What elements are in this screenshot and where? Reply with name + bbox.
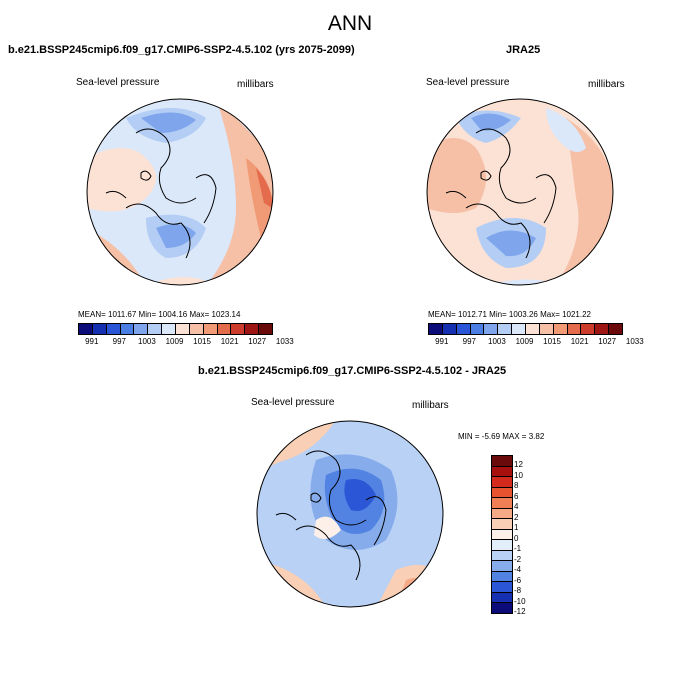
colorbar-swatch: [79, 324, 93, 334]
panel-1-title: b.e21.BSSP245cmip6.f09_g17.CMIP6-SSP2-4.…: [8, 44, 355, 56]
colorbar-swatch: [498, 324, 513, 334]
colorbar-tick-label: 2: [514, 512, 519, 522]
colorbar-tick-label: 1003: [488, 337, 506, 346]
colorbar-tick-label: -10: [514, 596, 526, 606]
colorbar-swatch: [492, 571, 512, 583]
colorbar-swatch: [492, 456, 512, 467]
colorbar-swatch: [492, 603, 512, 613]
colorbar-tick-label: 6: [514, 491, 519, 501]
panel-2-title: JRA25: [506, 44, 541, 56]
colorbar-tick-label: 1009: [515, 337, 534, 346]
colorbar-tick-label: 1021: [220, 337, 239, 346]
colorbar-swatch: [484, 324, 499, 334]
colorbar-swatch: [492, 466, 512, 478]
panel-1-variable-label: Sea-level pressure: [76, 77, 160, 88]
colorbar-swatch: [492, 508, 512, 520]
colorbar-tick-label: 1033: [625, 337, 644, 346]
colorbar-swatch: [470, 324, 485, 334]
panel-2-units-label: millibars: [588, 79, 625, 90]
panel-3-stats: MIN = -5.69 MAX = 3.82: [458, 432, 545, 441]
panel-1-units-label: millibars: [237, 79, 274, 90]
colorbar-swatch: [492, 477, 512, 488]
colorbar-tick-label: 1015: [543, 337, 561, 346]
colorbar-tick-label: -1: [514, 544, 522, 554]
colorbar-swatch: [120, 324, 135, 334]
colorbar-swatch: [581, 324, 596, 334]
colorbar-swatch: [189, 324, 204, 334]
colorbar-tick-label: 1033: [275, 337, 294, 346]
panel-2-stats: MEAN= 1012.71 Min= 1003.26 Max= 1021.22: [428, 310, 591, 319]
colorbar-tick-label: 10: [514, 470, 523, 480]
panel-1-colorbar: [78, 323, 273, 335]
colorbar-swatch: [492, 540, 512, 551]
colorbar-swatch: [492, 487, 512, 499]
colorbar-swatch: [492, 529, 512, 541]
colorbar-tick-label: 4: [514, 502, 519, 512]
colorbar-tick-label: 991: [435, 337, 449, 346]
colorbar-tick-label: 1027: [248, 337, 267, 346]
colorbar-swatch: [176, 324, 190, 334]
colorbar-tick-label: 997: [112, 337, 127, 346]
colorbar-tick-label: -2: [514, 554, 522, 564]
colorbar-swatch: [492, 519, 512, 530]
colorbar-swatch: [203, 324, 218, 334]
colorbar-tick-label: 0: [514, 533, 519, 543]
panel-2-polar-map: [426, 98, 614, 286]
colorbar-swatch: [492, 592, 512, 604]
colorbar-swatch: [134, 324, 149, 334]
panel-1-stats: MEAN= 1011.67 Min= 1004.16 Max= 1023.14: [78, 310, 241, 319]
panel-3-title: b.e21.BSSP245cmip6.f09_g17.CMIP6-SSP2-4.…: [198, 365, 507, 377]
colorbar-swatch: [148, 324, 163, 334]
colorbar-swatch: [259, 324, 273, 334]
panel-2-colorbar: [428, 323, 623, 335]
main-title: ANN: [327, 12, 373, 35]
colorbar-swatch: [245, 324, 260, 334]
colorbar-tick-label: 1003: [138, 337, 156, 346]
colorbar-swatch: [609, 324, 623, 334]
panel-3-variable-label: Sea-level pressure: [251, 397, 335, 408]
colorbar-swatch: [512, 324, 527, 334]
colorbar-tick-label: 997: [462, 337, 477, 346]
colorbar-tick-label: 12: [514, 460, 523, 470]
colorbar-swatch: [456, 324, 471, 334]
colorbar-tick-label: -12: [514, 607, 526, 616]
colorbar-tick-label: 1021: [570, 337, 589, 346]
colorbar-swatch: [492, 582, 512, 593]
colorbar-tick-label: 1015: [193, 337, 211, 346]
colorbar-swatch: [526, 324, 540, 334]
colorbar-swatch: [553, 324, 568, 334]
panel-2-variable-label: Sea-level pressure: [426, 77, 510, 88]
colorbar-tick-label: 1009: [165, 337, 184, 346]
colorbar-swatch: [231, 324, 246, 334]
colorbar-swatch: [217, 324, 232, 334]
colorbar-tick-label: 991: [85, 337, 99, 346]
colorbar-swatch: [539, 324, 554, 334]
colorbar-swatch: [92, 324, 107, 334]
colorbar-tick-label: -8: [514, 586, 522, 596]
colorbar-tick-label: 8: [514, 481, 519, 491]
colorbar-swatch: [492, 550, 512, 562]
colorbar-swatch: [595, 324, 610, 334]
panel-3-polar-map: [256, 420, 444, 608]
colorbar-tick-label: 1027: [598, 337, 617, 346]
colorbar-swatch: [429, 324, 443, 334]
colorbar-swatch: [162, 324, 177, 334]
colorbar-tick-label: -6: [514, 575, 522, 585]
colorbar-swatch: [567, 324, 582, 334]
colorbar-swatch: [106, 324, 121, 334]
colorbar-swatch: [442, 324, 457, 334]
colorbar-tick-label: 1: [514, 523, 519, 533]
colorbar-swatch: [492, 561, 512, 572]
panel-1-polar-map: [86, 98, 274, 286]
colorbar-swatch: [492, 498, 512, 509]
panel-3-units-label: millibars: [412, 400, 449, 411]
colorbar-tick-label: -4: [514, 565, 522, 575]
panel-3-colorbar: [491, 455, 513, 614]
